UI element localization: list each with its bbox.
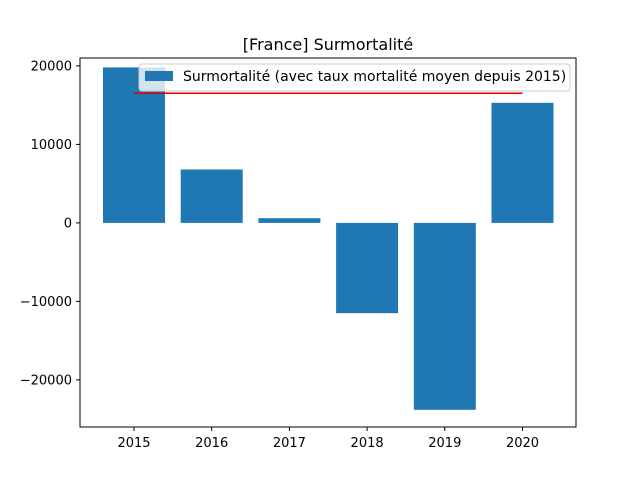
legend: Surmortalité (avec taux mortalité moyen … [138, 63, 571, 92]
chart-title: [France] Surmortalité [243, 35, 413, 54]
legend-label: Surmortalité (avec taux mortalité moyen … [183, 69, 566, 85]
bar-2018 [336, 222, 399, 314]
bar-2017 [258, 218, 321, 223]
x-axis: 2015 2016 2017 2018 2019 2020 [117, 427, 539, 451]
legend-box [138, 63, 571, 92]
y-tick-label: 10000 [31, 138, 72, 153]
legend-swatch [145, 71, 173, 81]
x-tick-label: 2019 [428, 436, 461, 451]
x-tick-label: 2017 [273, 436, 306, 451]
x-tick-label: 2018 [351, 436, 384, 451]
bars-group [103, 67, 554, 410]
bar-2019 [413, 222, 476, 410]
y-tick-label: −10000 [20, 295, 72, 310]
bar-2016 [180, 169, 243, 223]
y-tick-label: 0 [64, 216, 72, 231]
bar-2020 [491, 102, 554, 223]
x-tick-label: 2016 [195, 436, 228, 451]
x-tick-label: 2020 [506, 436, 539, 451]
y-axis: −20000 −10000 0 10000 20000 [20, 59, 80, 388]
x-tick-label: 2015 [117, 436, 150, 451]
plot-frame [79, 57, 577, 428]
y-tick-label: −20000 [20, 373, 72, 388]
y-tick-label: 20000 [31, 59, 72, 74]
